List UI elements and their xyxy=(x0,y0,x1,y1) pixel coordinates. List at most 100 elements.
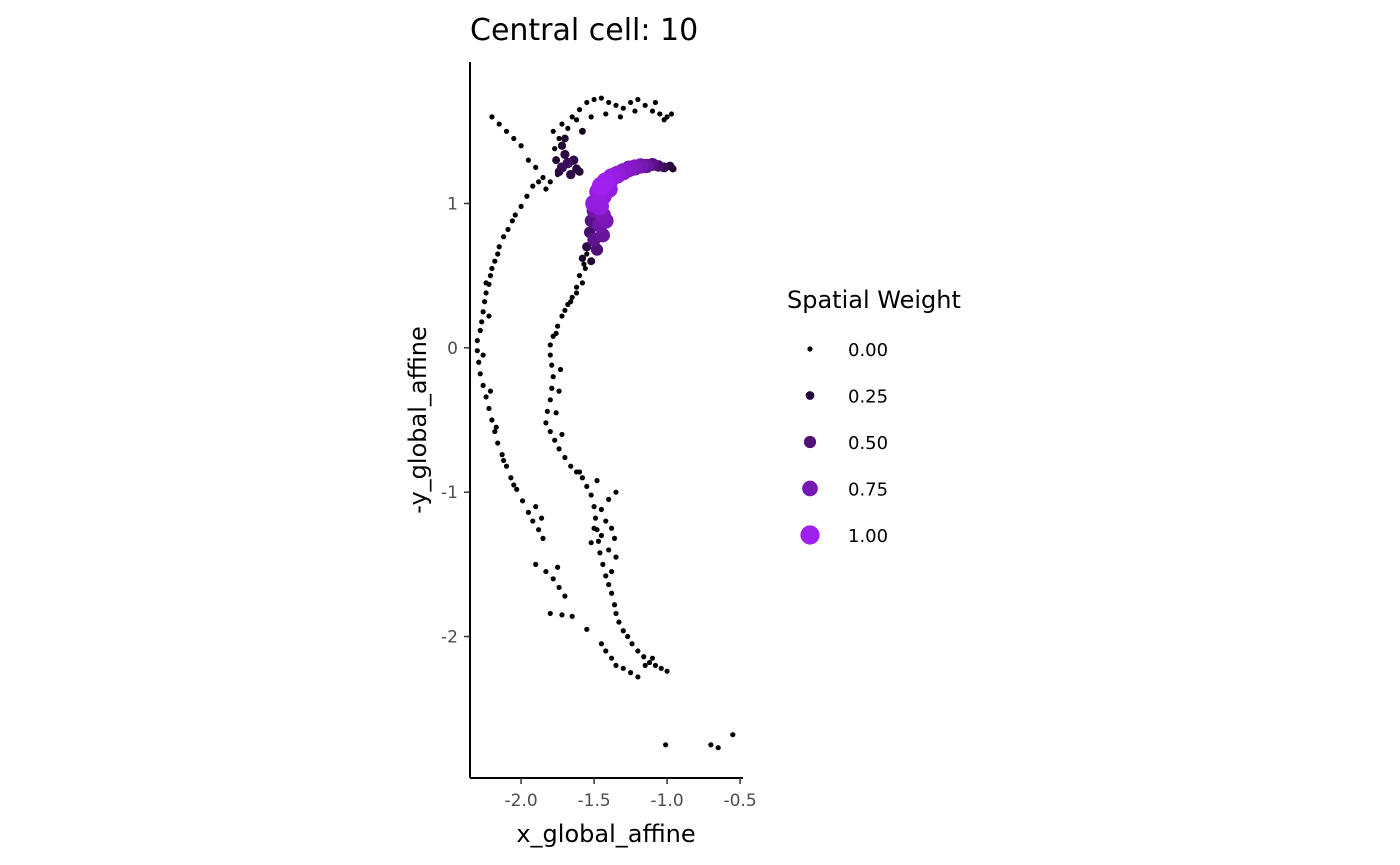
data-point xyxy=(543,568,549,575)
legend-label: 0.25 xyxy=(848,387,888,408)
data-point xyxy=(547,397,553,403)
legend-key xyxy=(802,480,818,497)
data-point xyxy=(518,143,524,149)
data-point xyxy=(487,273,494,279)
data-point xyxy=(552,146,558,152)
data-point xyxy=(584,251,590,257)
data-point xyxy=(568,299,574,305)
data-point xyxy=(613,489,619,495)
data-point xyxy=(611,602,618,608)
data-point xyxy=(613,610,619,617)
data-point xyxy=(477,371,483,377)
weighted-data-point xyxy=(578,127,586,135)
data-point xyxy=(581,261,587,267)
data-point xyxy=(496,244,502,250)
data-point xyxy=(556,446,562,452)
data-point xyxy=(554,323,561,329)
data-point xyxy=(487,388,494,394)
data-point xyxy=(512,212,518,218)
x-axis-label: x_global_affine xyxy=(516,820,695,848)
data-point xyxy=(483,280,489,286)
data-point xyxy=(584,626,590,632)
data-point xyxy=(584,99,590,106)
data-point xyxy=(518,203,524,209)
data-point xyxy=(550,576,556,582)
data-point xyxy=(499,452,505,458)
data-point xyxy=(635,674,641,680)
data-point xyxy=(530,183,536,189)
data-point xyxy=(579,475,586,481)
legend-key xyxy=(805,391,815,400)
data-point xyxy=(573,284,580,290)
data-point xyxy=(649,655,656,661)
weighted-data-point xyxy=(578,254,587,262)
x-tick-label: -1.0 xyxy=(650,791,683,811)
data-point xyxy=(486,405,492,412)
data-point xyxy=(613,662,619,669)
weighted-data-point xyxy=(590,243,604,256)
legend-label: 0.75 xyxy=(848,480,888,501)
data-point xyxy=(611,535,618,541)
data-point xyxy=(613,554,619,560)
data-point xyxy=(550,128,556,134)
data-point xyxy=(552,437,558,443)
y-tick-label: 0 xyxy=(447,339,458,359)
data-point xyxy=(576,469,583,475)
data-point xyxy=(609,590,615,596)
x-tick-label: -0.5 xyxy=(723,791,756,811)
data-point xyxy=(642,102,648,108)
data-point xyxy=(530,518,536,524)
data-point xyxy=(603,648,609,654)
data-point xyxy=(480,309,486,315)
legend-label: 1.00 xyxy=(848,526,888,547)
data-point xyxy=(524,193,530,199)
legend-title: Spatial Weight xyxy=(787,286,961,314)
weighted-data-point xyxy=(590,197,609,216)
data-point xyxy=(620,105,626,111)
data-point xyxy=(495,440,501,446)
data-point xyxy=(477,327,483,334)
data-point xyxy=(579,280,586,286)
data-point xyxy=(573,117,580,123)
data-point xyxy=(509,218,515,224)
data-point xyxy=(600,561,606,567)
x-ticks: -2.0 -1.5 -1.0 -0.5 xyxy=(505,778,757,811)
data-point xyxy=(715,745,721,751)
data-point xyxy=(503,463,510,469)
data-point xyxy=(496,121,502,127)
data-point xyxy=(606,547,612,553)
weighted-data-point xyxy=(591,176,611,196)
data-point xyxy=(500,457,507,464)
data-point xyxy=(538,515,545,521)
data-point xyxy=(543,420,549,426)
data-point xyxy=(481,299,488,305)
data-point xyxy=(609,655,615,661)
data-point xyxy=(708,742,714,748)
data-point xyxy=(568,463,574,469)
data-point xyxy=(606,99,612,106)
data-point xyxy=(588,492,594,498)
data-point xyxy=(625,633,631,640)
data-point xyxy=(547,342,553,348)
data-point xyxy=(556,584,562,591)
data-point xyxy=(569,613,575,619)
legend-key xyxy=(807,346,813,352)
data-point xyxy=(565,125,571,132)
data-point xyxy=(483,290,489,296)
data-point xyxy=(508,475,514,481)
data-point xyxy=(668,111,675,117)
data-point xyxy=(489,417,495,423)
data-point xyxy=(544,408,550,414)
data-point xyxy=(547,610,553,617)
data-point xyxy=(489,114,495,120)
data-point xyxy=(511,482,517,488)
x-tick-label: -1.5 xyxy=(578,791,611,811)
legend-key xyxy=(800,525,820,545)
legend: Spatial Weight 0.00 0.25 0.50 0.75 1.00 xyxy=(787,286,961,547)
weighted-data-point xyxy=(562,157,574,169)
data-point xyxy=(533,504,539,510)
x-tick-label: -2.0 xyxy=(505,791,538,811)
weighted-data-point xyxy=(572,164,581,174)
data-point xyxy=(594,478,600,484)
